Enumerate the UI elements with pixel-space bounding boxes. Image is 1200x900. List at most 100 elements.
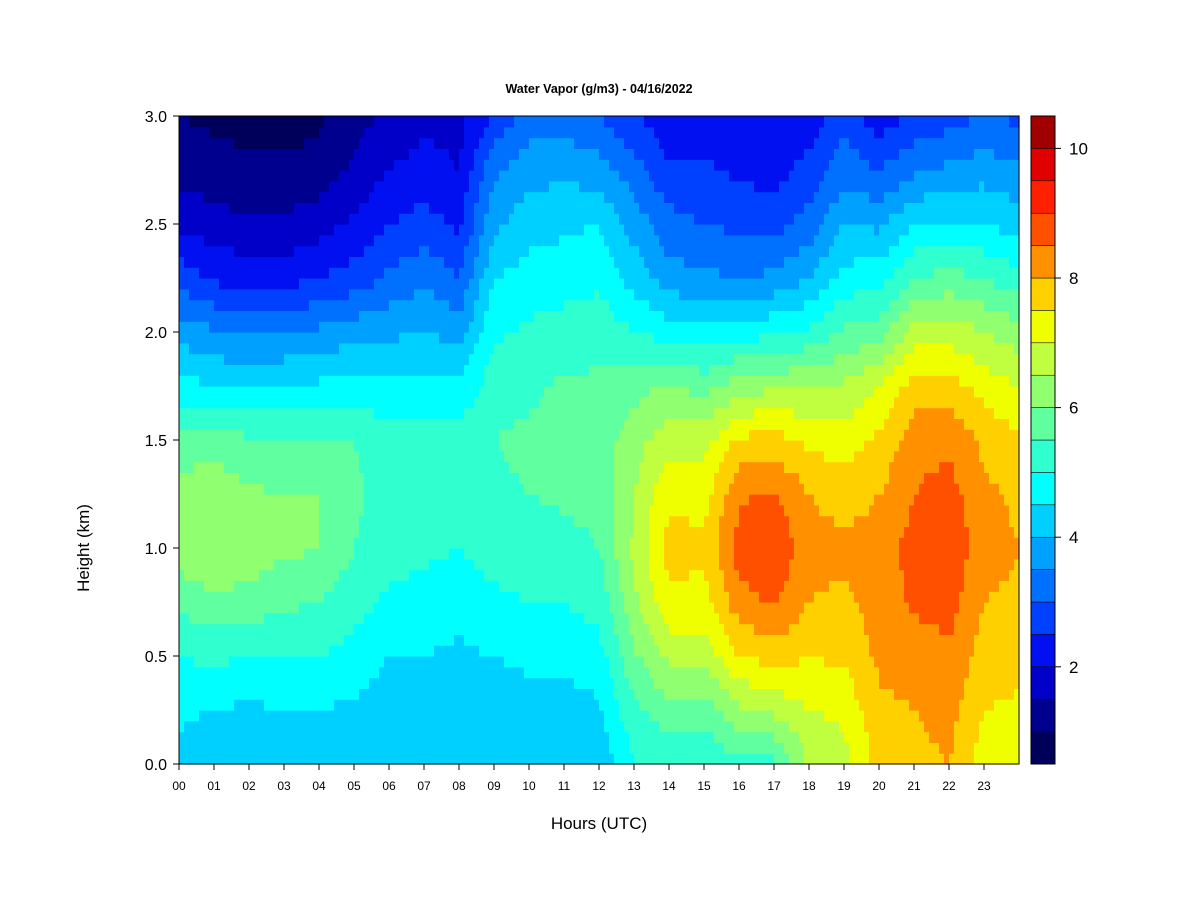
heatmap-cell bbox=[414, 202, 420, 214]
heatmap-cell bbox=[529, 126, 535, 139]
heatmap-cell bbox=[504, 515, 510, 527]
heatmap-cell bbox=[179, 688, 185, 700]
heatmap-cell bbox=[259, 634, 265, 646]
heatmap-cell bbox=[209, 267, 215, 279]
heatmap-cell bbox=[429, 224, 435, 236]
heatmap-cell bbox=[229, 191, 235, 203]
heatmap-cell bbox=[464, 753, 470, 765]
heatmap-cell bbox=[554, 645, 560, 657]
heatmap-cell bbox=[554, 472, 560, 484]
heatmap-cell bbox=[264, 731, 270, 743]
heatmap-cell bbox=[329, 429, 335, 441]
heatmap-cell bbox=[259, 191, 265, 203]
heatmap-cell bbox=[589, 148, 595, 160]
heatmap-cell bbox=[399, 440, 405, 452]
heatmap-cell bbox=[184, 180, 190, 193]
heatmap-cell bbox=[464, 461, 470, 473]
heatmap-cell bbox=[494, 483, 500, 495]
heatmap-cell bbox=[484, 472, 490, 484]
heatmap-cell bbox=[579, 310, 585, 322]
heatmap-cell bbox=[494, 461, 500, 473]
heatmap-cell bbox=[394, 278, 400, 290]
heatmap-cell bbox=[424, 537, 430, 549]
heatmap-cell bbox=[354, 191, 360, 203]
heatmap-cell bbox=[214, 310, 220, 322]
heatmap-cell bbox=[284, 148, 290, 160]
heatmap-cell bbox=[349, 537, 355, 549]
heatmap-cell bbox=[339, 321, 345, 333]
heatmap-cell bbox=[504, 548, 510, 560]
heatmap-cell bbox=[349, 429, 355, 441]
heatmap-cell bbox=[369, 364, 375, 376]
heatmap-cell bbox=[359, 569, 365, 581]
heatmap-cell bbox=[464, 116, 470, 128]
heatmap-cell bbox=[249, 202, 255, 214]
heatmap-cell bbox=[189, 666, 195, 679]
heatmap-cell bbox=[284, 256, 290, 268]
heatmap-cell bbox=[579, 742, 585, 754]
heatmap-cell bbox=[529, 256, 535, 268]
heatmap-cell bbox=[334, 645, 340, 657]
heatmap-cell bbox=[219, 137, 225, 149]
heatmap-cell bbox=[514, 731, 520, 743]
heatmap-cell bbox=[429, 558, 435, 571]
heatmap-cell bbox=[344, 407, 350, 419]
heatmap-cell bbox=[289, 537, 295, 549]
heatmap-cell bbox=[514, 386, 520, 398]
heatmap-cell bbox=[484, 342, 490, 355]
heatmap-cell bbox=[224, 137, 230, 149]
heatmap-cell bbox=[589, 612, 595, 625]
heatmap-cell bbox=[584, 364, 590, 376]
heatmap-cell bbox=[569, 526, 575, 538]
heatmap-cell bbox=[229, 386, 235, 398]
heatmap-cell bbox=[249, 418, 255, 430]
heatmap-cell bbox=[344, 450, 350, 463]
heatmap-cell bbox=[414, 180, 420, 193]
heatmap-cell bbox=[224, 612, 230, 625]
heatmap-cell bbox=[194, 299, 200, 311]
heatmap-cell bbox=[519, 504, 525, 517]
heatmap-cell bbox=[279, 180, 285, 193]
heatmap-cell bbox=[429, 191, 435, 203]
heatmap-cell bbox=[479, 494, 485, 506]
heatmap-cell bbox=[409, 126, 415, 139]
heatmap-cell bbox=[274, 342, 280, 355]
heatmap-cell bbox=[224, 288, 230, 301]
heatmap-cell bbox=[324, 224, 330, 236]
heatmap-cell bbox=[189, 278, 195, 290]
heatmap-cell bbox=[414, 612, 420, 625]
heatmap-cell bbox=[219, 602, 225, 614]
heatmap-cell bbox=[359, 634, 365, 646]
heatmap-cell bbox=[199, 558, 205, 571]
heatmap-cell bbox=[519, 310, 525, 322]
heatmap-cell bbox=[384, 548, 390, 560]
heatmap-cell bbox=[369, 537, 375, 549]
heatmap-cell bbox=[539, 515, 545, 527]
heatmap-cell bbox=[574, 396, 580, 409]
heatmap-cell bbox=[434, 278, 440, 290]
heatmap-cell bbox=[354, 656, 360, 668]
heatmap-cell bbox=[439, 267, 445, 279]
heatmap-cell bbox=[204, 450, 210, 463]
heatmap-cell bbox=[404, 375, 410, 387]
heatmap-cell bbox=[554, 137, 560, 149]
heatmap-cell bbox=[214, 753, 220, 765]
heatmap-cell bbox=[499, 116, 505, 128]
heatmap-cell bbox=[384, 580, 390, 592]
heatmap-cell bbox=[374, 515, 380, 527]
heatmap-cell bbox=[249, 213, 255, 225]
heatmap-cell bbox=[304, 612, 310, 625]
heatmap-cell bbox=[459, 159, 465, 171]
heatmap-cell bbox=[419, 569, 425, 581]
heatmap-cell bbox=[214, 526, 220, 538]
heatmap-cell bbox=[419, 310, 425, 322]
heatmap-cell bbox=[254, 450, 260, 463]
heatmap-cell bbox=[319, 191, 325, 203]
heatmap-cell bbox=[264, 483, 270, 495]
heatmap-cell bbox=[379, 267, 385, 279]
heatmap-cell bbox=[334, 148, 340, 160]
heatmap-cell bbox=[344, 299, 350, 311]
heatmap-cell bbox=[374, 278, 380, 290]
heatmap-cell bbox=[434, 202, 440, 214]
heatmap-cell bbox=[529, 353, 535, 365]
